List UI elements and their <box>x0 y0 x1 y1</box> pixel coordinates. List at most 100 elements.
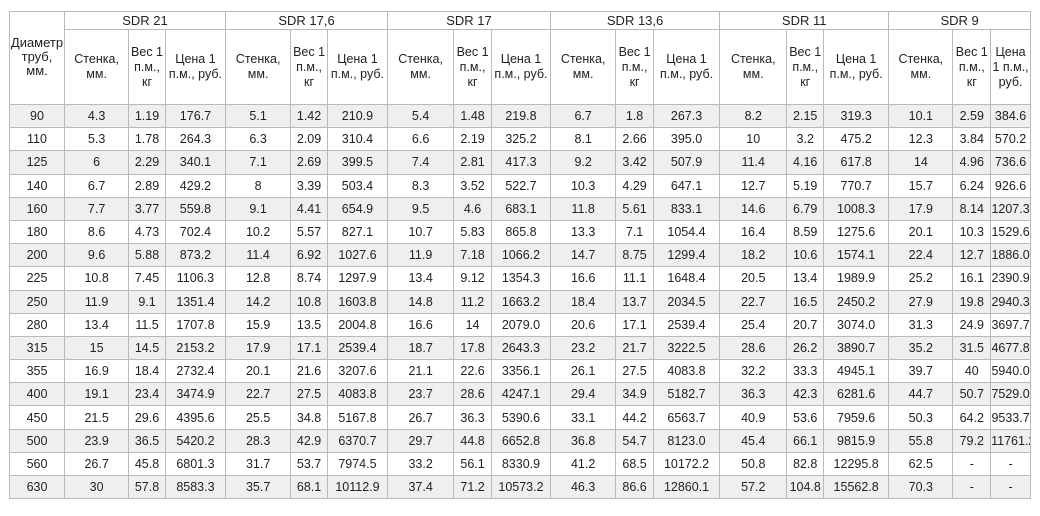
table-cell: 2.89 <box>128 173 166 198</box>
table-cell: 3356.1 <box>490 359 552 384</box>
table-cell: 3074.0 <box>823 312 890 337</box>
table-cell: 11.1 <box>615 266 654 291</box>
table-cell: 28.6 <box>719 335 788 361</box>
table-cell: 16.9 <box>64 359 130 384</box>
table-cell: 1603.8 <box>326 289 389 314</box>
table-cell: 1354.3 <box>490 266 552 291</box>
table-cell: 1574.1 <box>823 243 890 268</box>
table-cell: 2.29 <box>128 150 166 175</box>
table-cell: 2034.5 <box>652 289 721 314</box>
table-cell: 3890.7 <box>823 335 890 361</box>
table-cell: 2.09 <box>290 127 328 152</box>
table-cell: 23.7 <box>386 382 455 407</box>
table-cell: 64.2 <box>952 405 992 430</box>
table-cell: 12860.1 <box>652 474 721 500</box>
table-cell: 13.4 <box>386 266 455 291</box>
wall-thickness-header: Стенка, мм. <box>888 29 954 105</box>
table-cell: 3474.9 <box>164 382 227 407</box>
table-cell: 13.4 <box>786 266 825 291</box>
table-cell: 12.3 <box>888 127 954 152</box>
table-cell: 3.84 <box>952 127 992 152</box>
table-cell: 310.4 <box>326 127 389 152</box>
table-cell: 1663.2 <box>490 289 552 314</box>
table-cell: 17.8 <box>453 335 492 361</box>
table-cell: 8 <box>225 173 292 198</box>
table-cell: 50.3 <box>888 405 954 430</box>
table-cell: 45.4 <box>719 428 788 453</box>
table-cell: 26.2 <box>786 335 825 361</box>
table-cell: 18.2 <box>719 243 788 268</box>
table-cell: 2.19 <box>453 127 492 152</box>
table-cell: 15562.8 <box>823 474 890 500</box>
table-cell: 40.9 <box>719 405 788 430</box>
table-cell: 6652.8 <box>490 428 552 453</box>
table-cell: 31.7 <box>225 451 292 477</box>
table-cell: 2.59 <box>952 103 992 129</box>
table-cell: 6.92 <box>290 243 328 268</box>
table-cell: 6.79 <box>786 196 825 221</box>
table-cell: 3.77 <box>128 196 166 221</box>
table-cell: 5182.7 <box>652 382 721 407</box>
table-cell: 9.2 <box>550 150 617 175</box>
table-cell: 7959.6 <box>823 405 890 430</box>
table-cell: 42.3 <box>786 382 825 407</box>
table-cell: 1886.0 <box>990 243 1031 268</box>
pipe-spec-table: Диаметр труб, мм. SDR 21 SDR 17,6 SDR 17 SD… <box>8 11 1031 500</box>
table-cell: - <box>952 451 992 477</box>
table-cell: 1027.6 <box>326 243 389 268</box>
table-cell: 26.7 <box>386 405 455 430</box>
table-cell: 267.3 <box>652 103 721 129</box>
table-cell: 14.2 <box>225 289 292 314</box>
table-body: 90 4.3 1.19 176.7 5.1 1.42 210.9 5.4 1.48 219.8 6.… <box>8 103 1031 500</box>
table-cell: 50.7 <box>952 382 992 407</box>
diameter-cell: 630 <box>8 474 66 500</box>
table-cell: 10.1 <box>888 103 954 129</box>
table-cell: 1106.3 <box>164 266 227 291</box>
table-cell: 36.3 <box>453 405 492 430</box>
table-cell: 17.9 <box>225 335 292 361</box>
table-cell: 6.3 <box>225 127 292 152</box>
weight-header: Вес 1 п.м., кг <box>786 29 825 105</box>
table-cell: 10.6 <box>786 243 825 268</box>
table-cell: - <box>990 451 1031 477</box>
table-cell: 29.4 <box>550 382 617 407</box>
table-cell: 2153.2 <box>164 335 227 361</box>
weight-header: Вес 1 п.м., кг <box>453 29 492 105</box>
table-cell: 34.9 <box>615 382 654 407</box>
table-cell: 6801.3 <box>164 451 227 477</box>
table-cell: 6370.7 <box>326 428 389 453</box>
table-cell: 44.2 <box>615 405 654 430</box>
table-cell: 55.8 <box>888 428 954 453</box>
table-cell: 399.5 <box>326 150 389 175</box>
table-cell: 325.2 <box>490 127 552 152</box>
table-cell: 33.3 <box>786 359 825 384</box>
table-cell: 20.1 <box>888 219 954 245</box>
table-cell: 1707.8 <box>164 312 227 337</box>
table-cell: 12295.8 <box>823 451 890 477</box>
table-cell: 417.3 <box>490 150 552 175</box>
weight-header: Вес 1 п.м., кг <box>952 29 992 105</box>
table-cell: 8.75 <box>615 243 654 268</box>
table-cell: 873.2 <box>164 243 227 268</box>
table-row: 200 9.6 5.88 873.2 11.4 6.92 1027.6 11.9 7.18 106… <box>8 243 1031 268</box>
sdr-group-header: SDR 17 <box>386 11 552 30</box>
diameter-cell: 200 <box>8 243 66 268</box>
table-cell: 71.2 <box>453 474 492 500</box>
table-cell: 104.8 <box>786 474 825 500</box>
table-cell: 1008.3 <box>823 196 890 221</box>
table-cell: 2643.3 <box>490 335 552 361</box>
table-cell: 12.7 <box>952 243 992 268</box>
table-cell: 22.4 <box>888 243 954 268</box>
table-cell: 7529.0 <box>990 382 1031 407</box>
table-cell: 1.48 <box>453 103 492 129</box>
table-cell: 4.6 <box>453 196 492 221</box>
table-cell: 4.3 <box>64 103 130 129</box>
table-cell: 54.7 <box>615 428 654 453</box>
table-cell: 3.39 <box>290 173 328 198</box>
table-cell: 31.5 <box>952 335 992 361</box>
table-cell: 8.14 <box>952 196 992 221</box>
table-cell: 23.4 <box>128 382 166 407</box>
table-cell: 36.3 <box>719 382 788 407</box>
table-cell: 15 <box>64 335 130 361</box>
table-cell: 5.19 <box>786 173 825 198</box>
